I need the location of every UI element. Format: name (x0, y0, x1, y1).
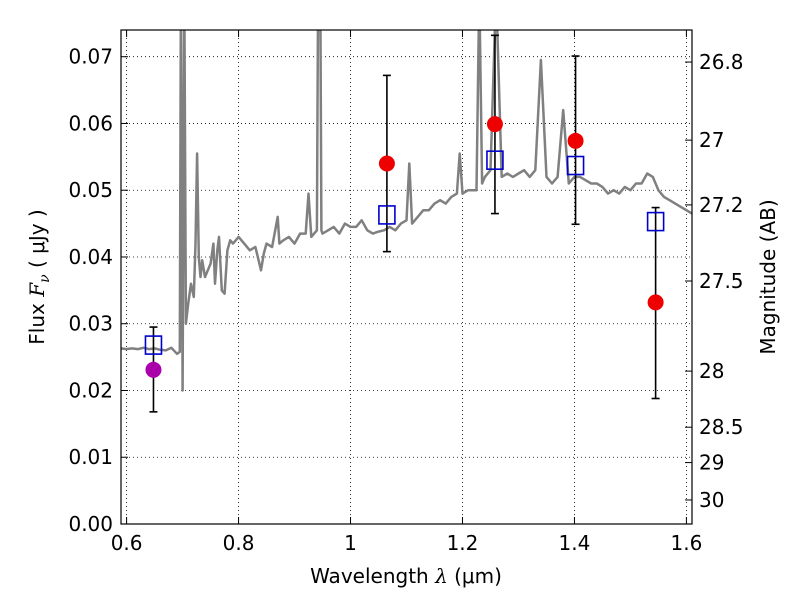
right-tick-label: 27 (699, 128, 724, 152)
x-tick-label: 1.6 (670, 531, 702, 555)
y-tick-label: 0.06 (68, 111, 113, 135)
model-photometry-point (567, 132, 584, 149)
model-photometry-point (145, 361, 162, 378)
y-tick-label: 0.05 (68, 178, 113, 202)
plot-frame (120, 29, 693, 525)
plot-area (121, 30, 692, 392)
right-tick-label: 29 (699, 451, 724, 475)
y-tick-label: 0.07 (68, 45, 113, 69)
model-photometry-point (486, 116, 503, 133)
error-bars (144, 34, 665, 413)
right-tick-label: 28 (699, 359, 724, 383)
right-axis-title: Magnitude (AB) (756, 199, 780, 354)
axis-ticks: 0.6 0.8 1 1.2 1.4 1.6 0.00 0.01 0.02 0.03 0.04 0.05… (68, 30, 744, 555)
model-spectrum-line (121, 30, 692, 392)
right-tick-label: 26.8 (699, 50, 744, 74)
y-tick-label: 0.02 (68, 378, 113, 402)
y-axis-title: Flux Fν ( μJy ) (25, 209, 53, 344)
model-photometry-point (378, 155, 395, 172)
right-tick-label: 27.2 (699, 193, 744, 217)
y-tick-label: 0.00 (68, 512, 113, 536)
model-photometry-point (647, 294, 664, 311)
observed-flux-square (646, 211, 665, 232)
x-tick-label: 1 (344, 531, 357, 555)
x-tick-label: 1.4 (559, 531, 591, 555)
y-tick-label: 0.01 (68, 445, 113, 469)
axis-titles: Wavelength λ (μm) Flux Fν ( μJy ) Magnit… (25, 199, 780, 588)
x-tick-label: 0.8 (223, 531, 255, 555)
observed-flux-square (378, 205, 396, 225)
right-tick-label: 27.5 (699, 269, 744, 293)
observed-flux-square (144, 335, 163, 355)
x-tick-label: 0.6 (111, 531, 143, 555)
observed-flux-square (566, 155, 585, 176)
observed-flux-square (486, 150, 504, 170)
y-tick-label: 0.04 (68, 245, 113, 269)
right-tick-label: 28.5 (699, 415, 744, 439)
x-axis-title: Wavelength λ (μm) (310, 564, 502, 588)
y-tick-label: 0.03 (68, 312, 113, 336)
x-tick-label: 1.2 (447, 531, 479, 555)
grid (121, 30, 692, 525)
right-tick-label: 30 (699, 488, 724, 512)
